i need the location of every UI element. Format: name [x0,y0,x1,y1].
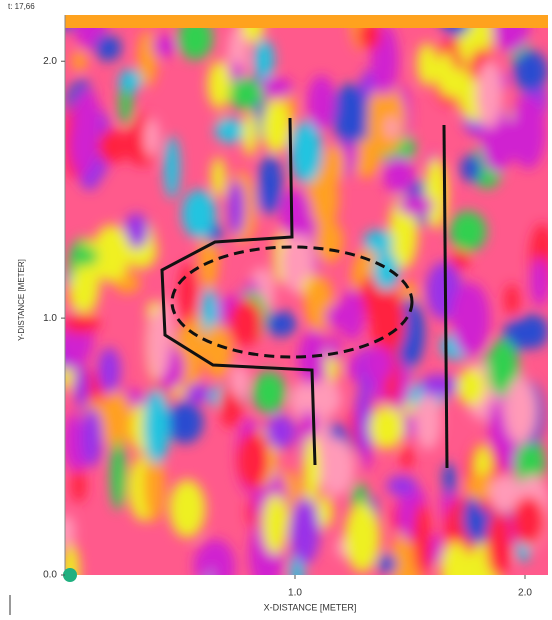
texture-blob [324,144,345,185]
texture-blob [185,383,210,403]
chart-title: t: 17,66 [8,2,35,11]
texture-blob [319,438,355,495]
texture-blob [379,554,397,575]
texture-blob [307,75,336,131]
texture-blob [182,190,217,239]
texture-blob [95,34,121,61]
texture-blob [420,374,459,396]
texture-blob [504,378,537,444]
y-axis-label: Y-DISTANCE [METER] [17,259,26,341]
texture-blob [452,282,490,357]
texture-blob [72,50,87,72]
texture-blob [530,257,550,306]
texture-blob [98,129,128,165]
texture-blob [243,112,258,156]
texture-blob [75,364,89,410]
texture-blob [486,511,511,578]
texture-blob [215,118,245,143]
texture-blob [143,389,169,465]
texture-blob [98,347,121,393]
texture-blob [387,475,418,496]
texture-blob [279,189,311,236]
texture-blob [441,542,470,595]
texture-blob [315,220,344,263]
texture-blob [415,394,441,450]
texture-blob [207,61,230,109]
texture-blob [110,439,126,510]
texture-blob [194,548,212,583]
texture-blob [332,84,369,145]
texture-blob [263,494,288,554]
x-tick-label: 2.0 [518,588,532,599]
texture-blob [119,69,142,92]
texture-blob [461,155,481,182]
texture-blob [325,304,357,329]
texture-blob [511,96,546,169]
texture-blob [266,414,296,449]
y-tick-label: 0.0 [43,570,57,581]
texture-blob [227,180,245,236]
texture-blob [373,251,399,291]
x-axis-label: X-DISTANCE [METER] [264,602,357,612]
texture-blob [70,246,99,266]
texture-blob [417,43,437,86]
texture-blob [167,401,204,443]
x-tick-label: 1.0 [288,588,302,599]
texture-blob [81,408,103,467]
texture-blob [363,230,393,253]
texture-blob [401,445,413,471]
texture-blob [317,495,333,528]
texture-blob [70,114,96,176]
texture-blob [476,60,502,128]
texture-blob [457,368,486,406]
texture-blob [62,314,100,335]
texture-blob [291,120,323,183]
texture-blob [153,34,176,57]
texture-blob [254,39,274,80]
heatmap-field [50,0,552,602]
texture-blob [237,431,271,490]
texture-blob [204,323,232,379]
texture-blob [369,406,404,448]
texture-blob [513,51,547,93]
texture-blob [512,496,546,545]
texture-blob [211,157,225,198]
texture-blob [328,334,340,362]
texture-blob [493,5,529,53]
texture-blob [303,435,320,506]
texture-blob [266,311,297,337]
y-tick-label: 1.0 [43,313,57,324]
texture-blob [443,463,456,496]
texture-blob [169,480,205,538]
texture-blob [345,503,380,572]
texture-blob [398,195,434,216]
texture-blob [413,503,432,577]
texture-blob [489,399,501,448]
texture-blob [262,101,291,153]
texture-blob [449,211,486,252]
texture-blob [230,365,249,399]
chart: t: 17,66 Y-DISTANCE [METER] X-DISTANCE [… [0,0,552,620]
top-band [65,15,548,28]
texture-blob [252,371,286,413]
texture-blob [364,346,393,383]
texture-blob [504,284,519,316]
texture-blob [148,308,171,379]
texture-blob [290,498,320,565]
texture-blob [227,78,263,110]
y-tick-label: 2.0 [43,56,57,67]
texture-blob [71,469,86,502]
texture-blob [229,299,263,347]
origin-marker [63,568,77,582]
texture-blob [386,116,398,138]
texture-blob [258,155,282,215]
texture-blob [144,118,160,158]
texture-blob [383,156,415,194]
texture-blob [164,136,180,199]
